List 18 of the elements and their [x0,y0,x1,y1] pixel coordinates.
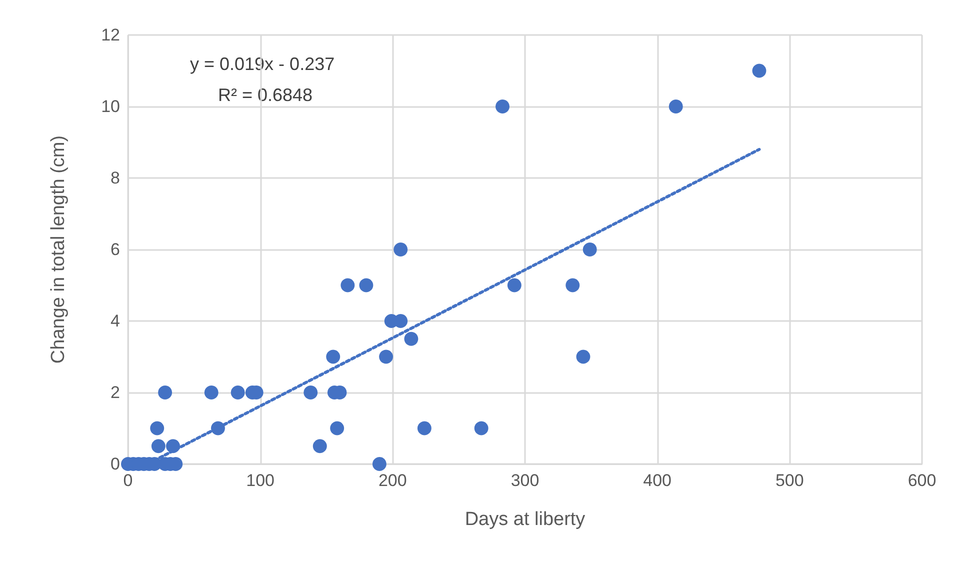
y-axis-title: Change in total length (cm) [48,135,69,364]
annotation: y = 0.019x - 0.237 [190,54,335,74]
y-tick-label: 10 [101,97,120,116]
y-tick-label: 0 [110,454,120,474]
y-tick-label: 6 [110,240,120,259]
x-tick-label: 200 [378,471,407,490]
annotation: R² = 0.6848 [218,85,313,105]
y-tick-label: 12 [101,26,120,44]
x-axis-title: Days at liberty [464,509,586,530]
y-tick-label: 4 [110,312,120,330]
x-tick-label: 300 [510,471,540,490]
x-tick-label: 600 [908,471,936,490]
x-tick-label: 100 [246,471,275,490]
x-tick-label: 0 [123,471,133,490]
y-tick-label: 2 [110,383,120,402]
x-tick-label: 400 [643,471,672,490]
y-tick-label: 8 [110,168,120,188]
x-tick-label: 500 [775,471,804,490]
